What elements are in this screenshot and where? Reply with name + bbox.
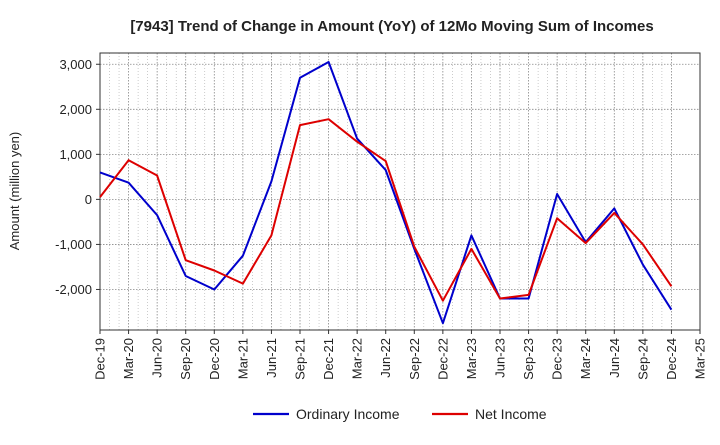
x-tick-label: Mar-21	[235, 338, 250, 379]
x-tick-label: Dec-22	[435, 338, 450, 380]
series-line-ordinary-income	[99, 61, 673, 325]
legend-item-ordinary-income: Ordinary Income	[253, 406, 400, 422]
x-tick-label: Jun-23	[493, 338, 508, 378]
legend-item-net-income: Net Income	[432, 406, 547, 422]
y-tick-label: 0	[85, 192, 92, 207]
y-tick-label: -2,000	[55, 282, 92, 297]
x-tick-label: Mar-23	[464, 338, 479, 379]
x-tick-label: Dec-19	[93, 338, 108, 380]
x-tick-label: Sep-21	[293, 338, 308, 380]
x-tick-label: Mar-22	[350, 338, 365, 379]
plot-area-frame	[99, 52, 701, 331]
y-tick-label: 2,000	[59, 102, 92, 117]
x-tick-label: Sep-24	[635, 338, 650, 380]
x-tick-label: Sep-23	[521, 338, 536, 380]
x-tick-label: Mar-24	[578, 338, 593, 379]
y-axis-ticks: 3,000 2,000 1,000 0 -1,000 -2,000	[55, 57, 100, 297]
x-tick-label: Mar-20	[121, 338, 136, 379]
x-tick-label: Jun-24	[607, 338, 622, 378]
x-tick-label: Jun-22	[378, 338, 393, 378]
y-tick-label: 1,000	[59, 147, 92, 162]
x-tick-label: Dec-21	[321, 338, 336, 380]
x-tick-label: Jun-21	[264, 338, 279, 378]
y-axis-label: Amount (million yen)	[7, 132, 22, 251]
y-tick-label: 3,000	[59, 57, 92, 72]
x-axis-ticks: Dec-19 Mar-20 Jun-20 Sep-20 Dec-20 Mar-21 Jun-…	[93, 330, 708, 380]
x-tick-label: Sep-22	[407, 338, 422, 380]
x-tick-label: Sep-20	[178, 338, 193, 380]
x-tick-label: Mar-25	[693, 338, 708, 379]
x-tick-label: Dec-20	[207, 338, 222, 380]
legend-label-net-income: Net Income	[475, 406, 547, 422]
chart-title: [7943] Trend of Change in Amount (YoY) o…	[130, 18, 653, 35]
x-tick-label: Dec-24	[664, 338, 679, 380]
series-lines	[99, 61, 673, 325]
legend: Ordinary Income Net Income	[253, 406, 547, 422]
series-line-net-income	[99, 118, 673, 302]
x-tick-label: Jun-20	[150, 338, 165, 378]
legend-label-ordinary-income: Ordinary Income	[296, 406, 400, 422]
y-tick-label: -1,000	[55, 237, 92, 252]
grid-lines	[100, 53, 700, 330]
x-tick-label: Dec-23	[550, 338, 565, 380]
